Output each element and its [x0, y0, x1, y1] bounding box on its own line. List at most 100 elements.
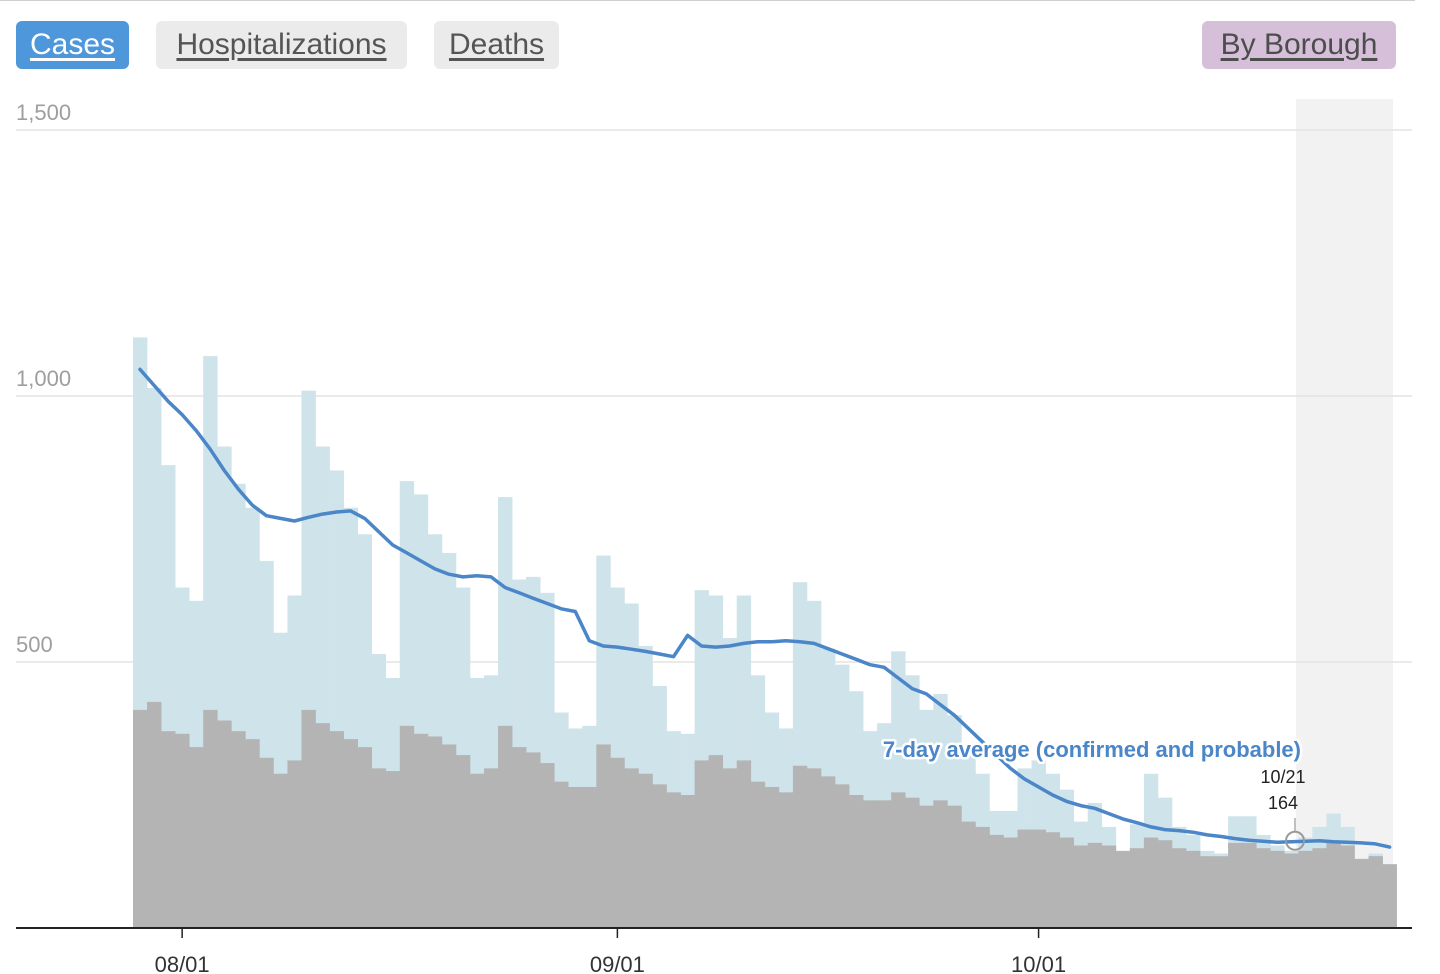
confirmed-bar	[554, 781, 569, 928]
confirmed-bar	[778, 792, 794, 928]
confirmed-bar	[989, 834, 1004, 928]
confirmed-bar	[287, 760, 302, 928]
confirmed-bar	[764, 787, 780, 928]
confirmed-bar	[259, 757, 274, 928]
y-tick-label: 500	[16, 632, 53, 657]
confirmed-bar	[1368, 856, 1383, 928]
confirmed-bar	[1143, 837, 1159, 928]
confirmed-bar	[371, 768, 387, 928]
by-borough-tab[interactable]: By Borough	[1202, 21, 1396, 69]
hospitalizations-tab[interactable]: Hospitalizations	[156, 21, 407, 69]
confirmed-bar	[357, 747, 373, 928]
confirmed-bar	[694, 760, 709, 928]
confirmed-bar	[329, 731, 344, 928]
confirmed-bar	[722, 768, 738, 928]
confirmed-bar	[596, 744, 611, 928]
confirmed-bar	[1256, 848, 1271, 928]
confirmed-bar	[1200, 856, 1215, 928]
confirmed-bar	[175, 733, 190, 928]
confirmed-bar	[835, 784, 850, 928]
confirmed-bar	[484, 768, 499, 928]
confirmed-bar	[315, 723, 330, 928]
confirmed-bar	[975, 826, 990, 928]
confirmed-bar	[877, 800, 892, 928]
confirmed-bar	[1382, 864, 1397, 928]
highlight-date: 10/21	[1260, 767, 1305, 787]
confirmed-bar	[1045, 832, 1060, 928]
confirmed-bar	[1073, 845, 1089, 928]
confirmed-bar	[217, 720, 232, 928]
confirmed-bar	[680, 795, 695, 928]
confirmed-bar	[1017, 829, 1032, 928]
confirmed-bar	[582, 787, 597, 928]
confirmed-bar	[455, 755, 471, 928]
confirmed-bar	[1214, 856, 1229, 928]
confirmed-bar	[1228, 842, 1243, 928]
confirmed-bar	[849, 795, 864, 928]
confirmed-bar	[512, 747, 527, 928]
confirmed-bar	[750, 781, 766, 928]
confirmed-bar	[1059, 837, 1075, 928]
confirmed-bar	[1087, 842, 1103, 928]
deaths-tab[interactable]: Deaths	[434, 21, 559, 69]
highlight-region	[1296, 99, 1393, 928]
confirmed-bar	[610, 757, 625, 928]
confirmed-bar	[919, 805, 934, 928]
confirmed-bar	[1326, 842, 1341, 928]
top-divider	[0, 0, 1415, 1]
highlight-marker	[1285, 830, 1305, 851]
confirmed-bar	[1340, 845, 1355, 928]
confirmed-bar	[1101, 845, 1117, 928]
y-tick-label: 1,000	[16, 366, 71, 391]
x-tick-label: 09/01	[590, 952, 645, 974]
confirmed-bar	[1003, 837, 1018, 928]
confirmed-bar	[1312, 848, 1327, 928]
x-tick-label: 08/01	[155, 952, 210, 974]
confirmed-bar	[891, 792, 906, 928]
confirmed-bar	[526, 752, 541, 928]
confirmed-bar	[792, 765, 808, 928]
confirmed-bar	[133, 709, 148, 928]
series-label: 7-day average (confirmed and probable)	[883, 737, 1301, 762]
confirmed-bar	[231, 731, 246, 928]
confirmed-bar	[1354, 858, 1369, 928]
confirmed-bar	[1115, 850, 1131, 928]
confirmed-bar	[245, 739, 260, 928]
confirmed-bar	[413, 733, 429, 928]
confirmed-bar	[638, 773, 653, 928]
confirmed-bar	[469, 773, 485, 928]
confirmed-bar	[385, 771, 401, 928]
confirmed-bar	[399, 725, 415, 928]
confirmed-bar	[806, 768, 822, 928]
confirmed-bar	[652, 784, 667, 928]
confirmed-bar	[189, 747, 204, 928]
confirmed-bar	[273, 773, 288, 928]
confirmed-bar	[441, 744, 457, 928]
highlight-value: 164	[1268, 793, 1298, 813]
confirmed-bar	[1129, 848, 1145, 928]
cases-tab[interactable]: Cases	[16, 21, 129, 69]
x-tick-label: 10/01	[1011, 952, 1066, 974]
confirmed-bar	[947, 805, 962, 928]
confirmed-bar	[540, 763, 555, 928]
confirmed-bar	[498, 725, 513, 928]
confirmed-bar	[1171, 848, 1187, 928]
confirmed-bar	[820, 776, 836, 928]
confirmed-bar	[624, 768, 639, 928]
confirmed-bar	[1284, 853, 1299, 928]
confirmed-bar	[343, 739, 358, 928]
confirmed-bar	[708, 755, 724, 928]
confirmed-bar	[161, 731, 176, 928]
confirmed-bar	[301, 709, 316, 928]
confirmed-bar	[736, 760, 752, 928]
confirmed-bar	[147, 701, 162, 928]
confirmed-bar	[203, 709, 218, 928]
confirmed-bar	[1270, 850, 1285, 928]
confirmed-bar	[1186, 850, 1201, 928]
confirmed-bar	[666, 792, 681, 928]
confirmed-bar	[568, 787, 583, 928]
seven-day-average-line	[138, 367, 1392, 849]
confirmed-bar	[1031, 829, 1046, 928]
confirmed-bar	[933, 800, 948, 928]
